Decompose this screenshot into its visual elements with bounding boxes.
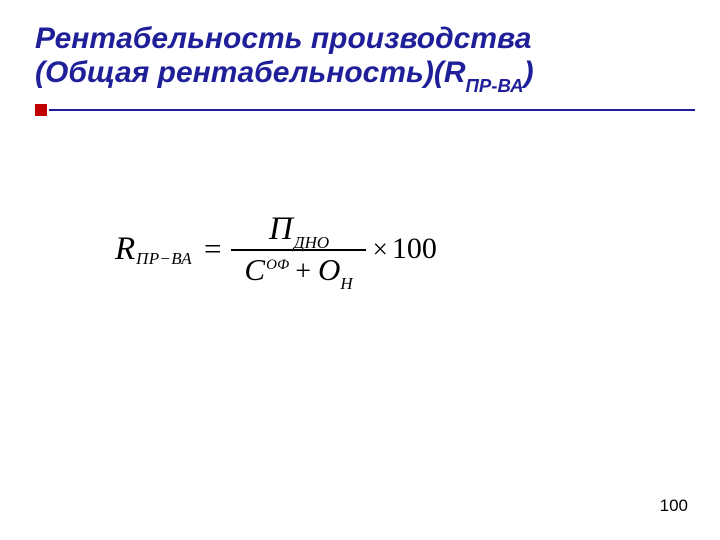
title-line-2-suffix: ) — [524, 56, 534, 89]
formula-den-var2: О — [318, 252, 340, 288]
accent-square — [35, 104, 47, 116]
title-underline — [0, 104, 720, 116]
formula-numerator: П ДНО — [256, 210, 341, 249]
formula-num-sub: ДНО — [294, 233, 329, 253]
accent-line — [49, 109, 695, 111]
title-line-1: Рентабельность производства — [35, 22, 685, 56]
formula-denominator: С ОФ + О Н — [231, 251, 365, 289]
formula-den-var1: С — [244, 252, 265, 288]
formula-lhs-sub: ПР−ВА — [136, 249, 192, 269]
formula: R ПР−ВА = П ДНО С ОФ + О Н × 100 — [115, 210, 437, 289]
title-line-2-prefix: (Общая рентабельность)(R — [35, 56, 466, 89]
title-subscript: ПР-ВА — [466, 75, 524, 96]
formula-equals: = — [204, 231, 221, 267]
formula-den-sup1: ОФ — [266, 257, 289, 274]
formula-fraction: П ДНО С ОФ + О Н — [231, 210, 365, 289]
formula-den-sub2: Н — [340, 274, 352, 294]
title-line-2: (Общая рентабельность)(RПР-ВА) — [35, 56, 685, 94]
formula-times: × — [373, 234, 388, 265]
formula-den-plus: + — [295, 256, 311, 288]
formula-constant: 100 — [392, 232, 437, 266]
slide-title: Рентабельность производства (Общая рента… — [0, 0, 720, 94]
formula-lhs-var: R — [115, 231, 135, 268]
formula-num-var: П — [269, 211, 293, 248]
page-number: 100 — [660, 496, 688, 516]
